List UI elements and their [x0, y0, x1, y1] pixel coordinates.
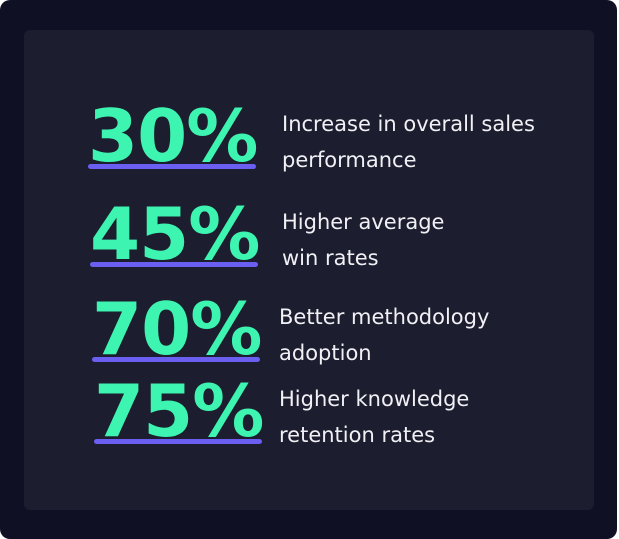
stat-label: Higher knowledge: [279, 387, 470, 411]
underline: [94, 439, 262, 444]
stat-label: Higher average: [282, 210, 445, 234]
stat-label: retention rates: [279, 423, 436, 447]
underline: [90, 262, 258, 267]
stat-label: Increase in overall sales: [282, 112, 535, 136]
stat-label: adoption: [279, 341, 372, 365]
stat-value: 70%: [92, 287, 262, 371]
stat-value: 75%: [94, 369, 264, 453]
stat-value: 45%: [90, 192, 260, 276]
stat-value: 30%: [88, 94, 258, 178]
underline: [92, 357, 260, 362]
inner-card: [24, 30, 594, 510]
stat-label: Better methodology: [279, 305, 490, 329]
underline: [88, 164, 256, 169]
stat-label: performance: [282, 148, 417, 172]
stat-label: win rates: [282, 246, 379, 270]
